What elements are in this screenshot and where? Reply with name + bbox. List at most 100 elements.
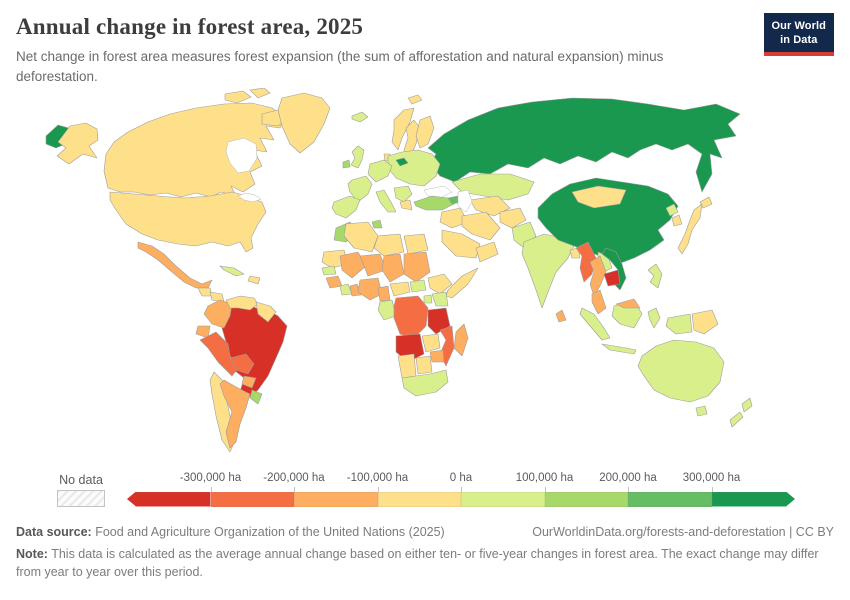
legend-bin-0[interactable] — [127, 491, 211, 507]
country-arctic-islands-a[interactable] — [224, 90, 252, 103]
country-cuba[interactable] — [219, 265, 245, 276]
owid-logo[interactable]: Our World in Data — [763, 13, 834, 56]
legend-bin-1[interactable] — [210, 491, 294, 507]
country-ghana[interactable] — [349, 283, 362, 296]
country-mongolia[interactable] — [571, 185, 627, 208]
country-drc[interactable] — [393, 295, 429, 338]
no-data-swatch[interactable] — [57, 489, 105, 507]
country-australia[interactable] — [637, 339, 725, 402]
country-tasmania[interactable] — [695, 405, 708, 416]
country-tunisia[interactable] — [371, 219, 383, 228]
country-finland[interactable] — [415, 115, 435, 148]
country-svalbard[interactable] — [407, 94, 423, 104]
country-sri-lanka[interactable] — [555, 309, 567, 322]
country-car[interactable] — [389, 281, 411, 296]
country-south-sudan[interactable] — [409, 279, 427, 292]
country-namibia[interactable] — [397, 353, 417, 378]
country-north-korea[interactable] — [665, 203, 679, 216]
owid-link[interactable]: OurWorldinData.org/forests-and-deforesta… — [532, 524, 834, 539]
legend-bin-2[interactable] — [294, 491, 378, 507]
country-south-korea[interactable] — [671, 214, 683, 226]
country-zambia[interactable] — [421, 333, 441, 352]
legend-bin-3[interactable] — [377, 491, 461, 507]
country-algeria[interactable] — [343, 221, 379, 252]
country-usa[interactable] — [109, 191, 267, 252]
country-bolivia[interactable] — [229, 353, 255, 374]
country-ireland[interactable] — [342, 159, 351, 168]
country-botswana[interactable] — [415, 355, 433, 374]
country-south-africa[interactable] — [401, 369, 449, 396]
country-china[interactable] — [537, 177, 679, 264]
country-hispaniola[interactable] — [247, 275, 261, 284]
country-iran[interactable] — [461, 211, 501, 240]
country-madagascar[interactable] — [453, 323, 469, 356]
country-central-europe[interactable] — [367, 159, 393, 182]
country-west-papua[interactable] — [665, 313, 693, 334]
country-brazil[interactable] — [221, 301, 288, 398]
country-guianas[interactable] — [255, 301, 277, 322]
country-cameroon[interactable] — [377, 285, 391, 301]
country-iraq-syria[interactable] — [439, 207, 469, 228]
country-japan[interactable] — [677, 203, 703, 254]
country-italy[interactable] — [375, 189, 397, 212]
country-argentina[interactable] — [219, 379, 251, 448]
country-senegal[interactable] — [321, 265, 337, 275]
country-greenland[interactable] — [277, 92, 331, 153]
country-turkey[interactable] — [413, 195, 455, 210]
country-niger[interactable] — [359, 253, 387, 276]
country-kenya[interactable] — [431, 291, 449, 306]
country-france[interactable] — [347, 175, 373, 202]
country-arctic-islands-b[interactable] — [249, 87, 271, 98]
country-belarus[interactable] — [395, 157, 409, 166]
country-colombia[interactable] — [203, 299, 233, 328]
country-india[interactable] — [521, 233, 575, 308]
legend-bin-4[interactable] — [461, 491, 545, 507]
country-borneo-malaysia[interactable] — [615, 298, 641, 308]
country-east-europe[interactable] — [387, 149, 441, 186]
legend-bin-7[interactable] — [712, 492, 796, 507]
country-sumatra[interactable] — [579, 307, 611, 340]
country-nz-north[interactable] — [741, 397, 753, 412]
country-greece[interactable] — [399, 199, 413, 210]
country-iceland[interactable] — [351, 111, 369, 122]
country-gabon-congo[interactable] — [377, 299, 397, 320]
country-libya[interactable] — [373, 233, 405, 256]
country-peru[interactable] — [199, 331, 241, 376]
country-ethiopia[interactable] — [427, 273, 453, 294]
country-png[interactable] — [691, 309, 719, 334]
country-norway[interactable] — [391, 107, 415, 150]
country-uganda[interactable] — [423, 294, 433, 303]
country-canada[interactable] — [103, 102, 286, 197]
country-nz-south[interactable] — [729, 411, 744, 427]
country-sulawesi[interactable] — [647, 307, 661, 328]
country-russia[interactable] — [427, 97, 741, 192]
country-nigeria[interactable] — [357, 277, 383, 300]
country-malay-peninsula[interactable] — [591, 289, 607, 314]
country-cambodia[interactable] — [603, 269, 621, 286]
country-yemen-oman[interactable] — [475, 241, 499, 262]
legend-bin-6[interactable] — [628, 491, 712, 507]
country-saudi-arabia[interactable] — [441, 229, 481, 258]
country-mexico[interactable] — [137, 241, 213, 288]
country-mali[interactable] — [339, 251, 367, 278]
country-zimbabwe[interactable] — [429, 349, 445, 362]
country-paraguay[interactable] — [241, 375, 257, 388]
country-chad[interactable] — [381, 253, 405, 282]
country-afghanistan[interactable] — [499, 207, 527, 228]
country-philippines[interactable] — [647, 263, 663, 288]
country-sudan[interactable] — [403, 251, 431, 282]
country-vietnam[interactable] — [601, 247, 627, 290]
country-guinea[interactable] — [325, 275, 343, 288]
country-java[interactable] — [601, 343, 637, 354]
country-venezuela[interactable] — [225, 295, 259, 310]
country-uk[interactable] — [350, 145, 365, 168]
country-alaska[interactable] — [56, 122, 99, 164]
country-balkans[interactable] — [393, 185, 413, 202]
legend-bin-5[interactable] — [544, 491, 628, 507]
country-uruguay[interactable] — [249, 389, 263, 404]
country-iberia[interactable] — [331, 195, 361, 218]
country-myanmar[interactable] — [575, 241, 597, 282]
country-egypt[interactable] — [403, 233, 429, 254]
country-thailand[interactable] — [589, 255, 607, 296]
country-bangladesh[interactable] — [569, 247, 581, 258]
